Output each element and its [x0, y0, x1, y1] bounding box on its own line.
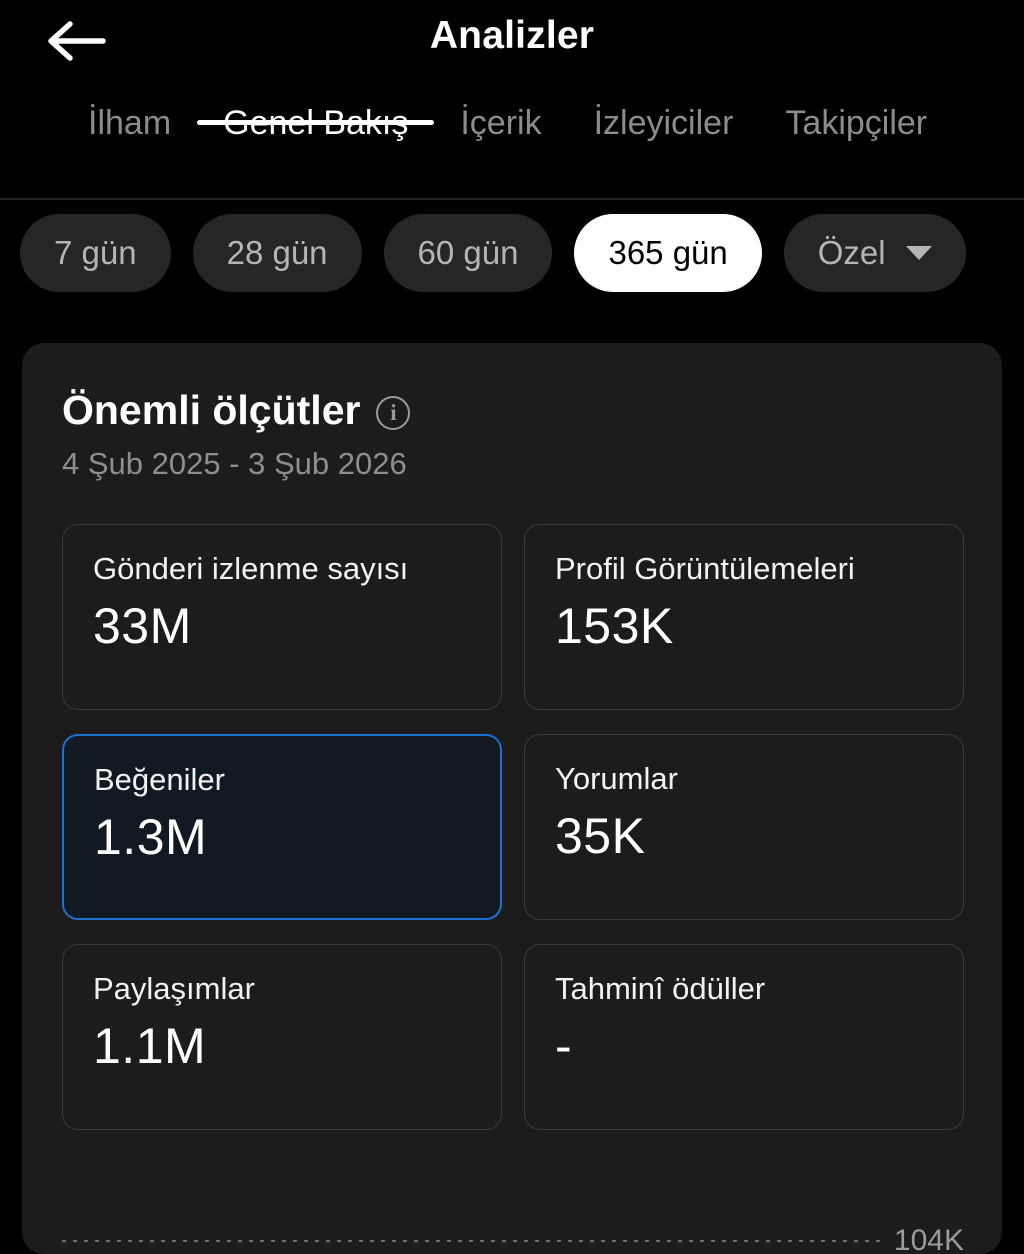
chevron-down-icon [905, 246, 932, 260]
chip-60-gun[interactable]: 60 gün [383, 214, 553, 292]
tab-takipciler[interactable]: Takipçiler [759, 82, 953, 143]
metric-value: 33M [93, 598, 192, 654]
chip-label: 365 gün [608, 234, 728, 271]
metric-label: Paylaşımlar [93, 971, 255, 1006]
date-range-label: 4 Şub 2025 - 3 Şub 2026 [62, 446, 407, 481]
metric-value: 1.1M [93, 1018, 207, 1074]
tabs-divider [0, 198, 1024, 200]
metric-tile-estimated-rewards[interactable]: Tahminî ödüller - [524, 944, 964, 1130]
metric-tile-comments[interactable]: Yorumlar 35K [524, 734, 964, 920]
metrics-grid: Gönderi izlenme sayısı 33M Profil Görünt… [22, 482, 1002, 1130]
page-title: Analizler [429, 14, 595, 57]
key-metrics-card: Önemli ölçütler i 4 Şub 2025 - 3 Şub 202… [22, 343, 1002, 1254]
metric-value: 153K [555, 598, 674, 654]
chart-gridline-row: 104K [62, 1224, 964, 1254]
chip-28-gun[interactable]: 28 gün [192, 214, 362, 292]
tabs-bar: İlham Genel Bakış İçerik İzleyiciler Tak… [0, 82, 1024, 200]
card-title: Önemli ölçütler [62, 387, 361, 433]
tab-label: İzleyiciler [593, 104, 734, 142]
date-range-chip-group: 7 gün 28 gün 60 gün 365 gün Özel [0, 200, 1024, 310]
metric-label: Yorumlar [555, 761, 678, 796]
metric-label: Tahminî ödüller [555, 971, 766, 1006]
metric-value: - [555, 1018, 573, 1074]
metric-tile-likes[interactable]: Beğeniler 1.3M [62, 734, 502, 920]
active-tab-indicator [197, 120, 435, 125]
chip-label: 28 gün [226, 234, 328, 271]
tab-izleyiciler[interactable]: İzleyiciler [568, 82, 760, 143]
tab-label: İlham [88, 104, 172, 142]
chip-label: Özel [817, 234, 886, 271]
tab-icerik[interactable]: İçerik [434, 82, 567, 143]
card-title-row: Önemli ölçütler i [62, 387, 1002, 434]
metric-label: Beğeniler [94, 762, 225, 797]
chip-ozel[interactable]: Özel [783, 214, 966, 292]
metric-tile-shares[interactable]: Paylaşımlar 1.1M [62, 944, 502, 1130]
card-header: Önemli ölçütler i 4 Şub 2025 - 3 Şub 202… [22, 343, 1002, 482]
chart-gridline-label: 104K [893, 1224, 964, 1254]
tab-label: İçerik [460, 104, 542, 142]
tab-ilham[interactable]: İlham [62, 82, 197, 143]
metric-tile-profile-views[interactable]: Profil Görüntülemeleri 153K [524, 524, 964, 710]
metric-label: Gönderi izlenme sayısı [93, 551, 409, 586]
chart-gridline [62, 1240, 880, 1242]
back-button[interactable] [28, 8, 124, 74]
info-circle-icon[interactable]: i [376, 395, 411, 430]
chip-label: 7 gün [54, 234, 137, 271]
tab-genel-bakis[interactable]: Genel Bakış [197, 82, 435, 143]
tabs-scroller[interactable]: İlham Genel Bakış İçerik İzleyiciler Tak… [0, 82, 1024, 200]
tab-label: Takipçiler [785, 104, 928, 142]
metric-value: 1.3M [94, 809, 208, 865]
metric-label: Profil Görüntülemeleri [555, 551, 855, 586]
chip-365-gun[interactable]: 365 gün [574, 214, 762, 292]
metrics-chart: 104K [22, 1178, 1002, 1254]
arrow-left-icon [45, 20, 107, 62]
chip-label: 60 gün [417, 234, 519, 271]
app-bar: Analizler [0, 0, 1024, 82]
chip-7-gun[interactable]: 7 gün [20, 214, 171, 292]
metric-value: 35K [555, 808, 646, 864]
metric-tile-post-views[interactable]: Gönderi izlenme sayısı 33M [62, 524, 502, 710]
